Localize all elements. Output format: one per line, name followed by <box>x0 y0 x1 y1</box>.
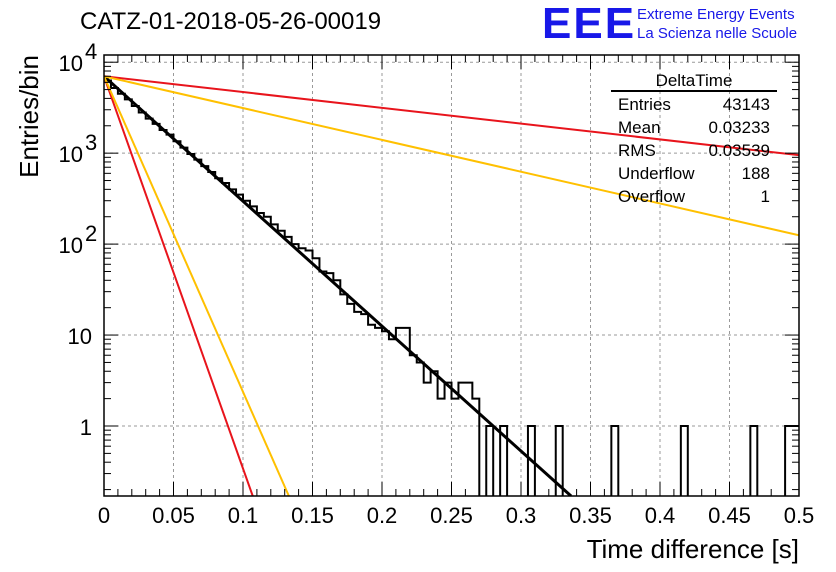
stats-row-label: Underflow <box>618 164 695 183</box>
y-tick-label: 10 <box>59 51 83 76</box>
y-tick-exponent: 3 <box>85 130 97 155</box>
stats-row-value: 1 <box>761 187 770 206</box>
fit-curve-3 <box>104 75 254 496</box>
y-tick-label: 10 <box>59 142 83 167</box>
x-tick-label: 0 <box>98 503 110 528</box>
stats-row-value: 0.03539 <box>709 141 770 160</box>
y-tick-exponent: 4 <box>85 39 97 64</box>
stats-row-label: RMS <box>618 141 656 160</box>
y-axis-title: Entries/bin <box>14 55 44 178</box>
stats-row-value: 0.03233 <box>709 118 770 137</box>
logo-line-2: La Scienza nelle Scuole <box>637 25 798 42</box>
y-tick-label: 10 <box>68 324 92 349</box>
x-tick-label: 0.4 <box>645 503 676 528</box>
stats-row-label: Entries <box>618 95 671 114</box>
x-tick-label: 0.25 <box>430 503 473 528</box>
x-tick-label: 0.35 <box>569 503 612 528</box>
x-tick-label: 0.05 <box>152 503 195 528</box>
fit-curve-1 <box>104 75 573 496</box>
eee-logo: EEE <box>542 0 637 48</box>
y-tick-exponent: 2 <box>85 221 97 246</box>
y-tick-label: 10 <box>59 233 83 258</box>
x-tick-label: 0.3 <box>506 503 537 528</box>
x-tick-label: 0.15 <box>291 503 334 528</box>
x-tick-label: 0.2 <box>367 503 398 528</box>
y-tick-label: 1 <box>80 415 92 440</box>
stats-row-value: 43143 <box>723 95 770 114</box>
stats-row-value: 188 <box>742 164 770 183</box>
x-tick-label: 0.45 <box>708 503 751 528</box>
fit-curve-5 <box>104 75 290 496</box>
stats-row-label: Mean <box>618 118 661 137</box>
x-axis-title: Time difference [s] <box>587 534 799 564</box>
x-tick-label: 0.1 <box>228 503 259 528</box>
fit-curve-4 <box>104 75 799 237</box>
chart-title: CATZ-01-2018-05-26-00019 <box>80 8 382 35</box>
x-tick-label: 0.5 <box>784 503 815 528</box>
stats-row-label: Overflow <box>618 187 686 206</box>
fit-curve-2 <box>104 75 799 157</box>
stats-box-title: DeltaTime <box>656 71 733 90</box>
logo-line-1: Extreme Energy Events <box>637 6 795 23</box>
